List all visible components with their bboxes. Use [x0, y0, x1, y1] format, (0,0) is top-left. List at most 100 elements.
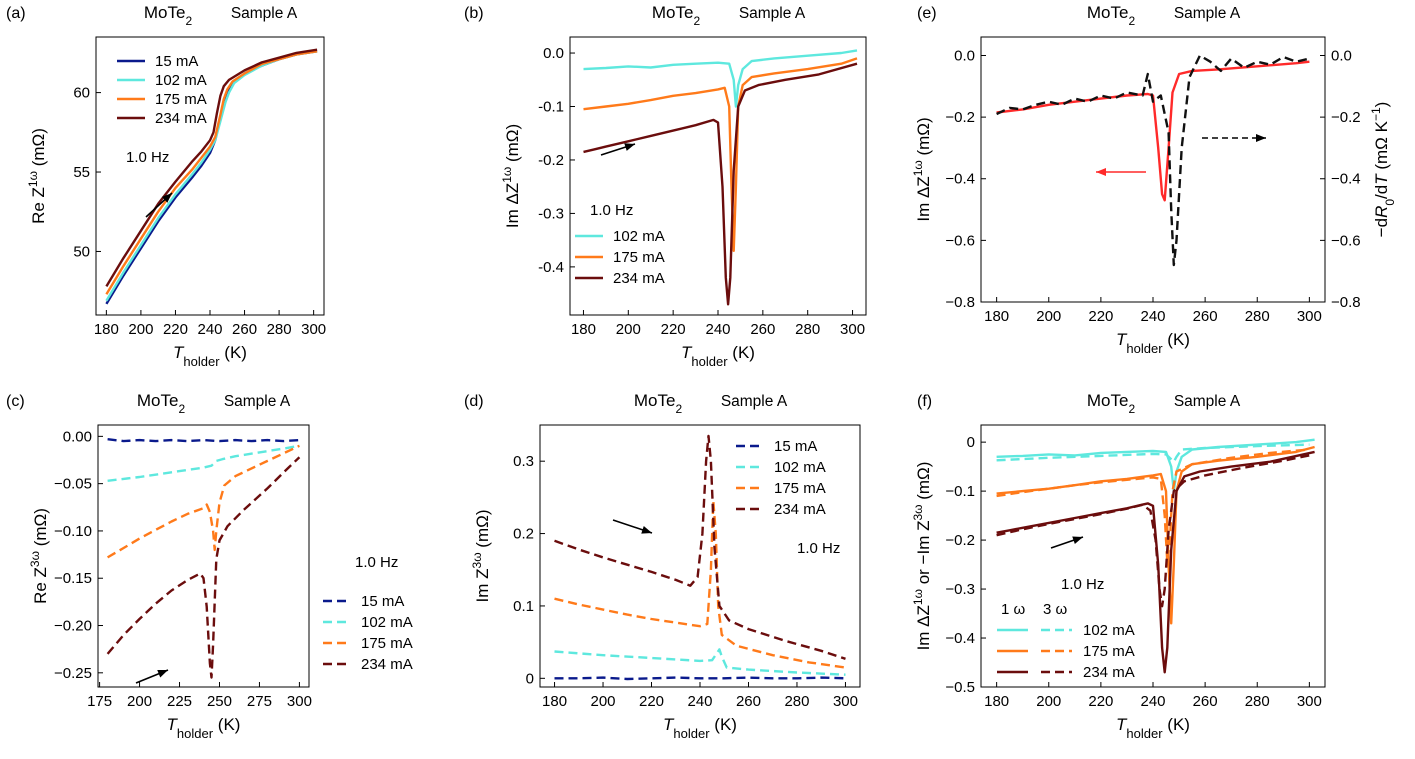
- y-right-tick-label: 0.0: [1331, 47, 1352, 64]
- x-tick-label: 200: [1036, 693, 1061, 710]
- arrow-head: [157, 670, 168, 678]
- y-axis-label: Im Z3ω (mΩ): [470, 510, 492, 603]
- legend-label: 102 mA: [1083, 622, 1135, 639]
- x-axis-label: Tholder (K): [1116, 330, 1190, 356]
- x-tick-label: 180: [984, 693, 1009, 710]
- series-line-2: [105, 50, 318, 295]
- series-group: [996, 438, 1315, 674]
- legend-label: 175 mA: [774, 480, 826, 497]
- panel-label: (b): [464, 5, 484, 22]
- series-line-1: [105, 50, 318, 302]
- x-tick-label: 225: [167, 693, 192, 710]
- x-tick-label: 220: [163, 321, 188, 338]
- x-tick-label: 220: [661, 321, 686, 338]
- y-tick-label: 55: [73, 164, 90, 181]
- y-tick-label: −0.6: [945, 232, 975, 249]
- y-tick-label: 60: [73, 85, 90, 102]
- y-tick-label: −0.05: [54, 476, 92, 493]
- x-tick-label: 240: [197, 321, 222, 338]
- x-tick-label: 300: [840, 321, 865, 338]
- y-tick-label: 0.1: [513, 598, 534, 615]
- series-group: [583, 49, 858, 306]
- legend-label: 175 mA: [155, 91, 207, 108]
- x-tick-label: 280: [795, 321, 820, 338]
- legend-label: 175 mA: [1083, 643, 1135, 660]
- series-group: [996, 54, 1310, 267]
- panel-title: MoTe2: [1087, 391, 1136, 416]
- arrow-head: [1256, 134, 1266, 142]
- y-tick-label: 0: [526, 670, 534, 687]
- y-tick-label: −0.15: [54, 570, 92, 587]
- x-tick-label: 240: [687, 693, 712, 710]
- panel-c: 175 200 225 250 275 300 0.00 −0.05 −0.10 −0.15 −0.…: [6, 391, 413, 741]
- x-tick-label: 300: [301, 321, 326, 338]
- panel-title: MoTe2: [634, 391, 683, 416]
- legend-label: 15 mA: [774, 438, 817, 455]
- legend-label: 15 mA: [155, 53, 198, 70]
- x-axis-label: Tholder (K): [663, 715, 737, 741]
- series-line-2: [554, 499, 846, 669]
- y-right-tick-label: −0.8: [1331, 294, 1361, 311]
- series-line-4: [996, 450, 1315, 674]
- series-line-3: [106, 456, 301, 679]
- plot-frame: [95, 36, 325, 316]
- y-tick-label: -0.3: [538, 205, 564, 222]
- frequency-annotation: 1.0 Hz: [1061, 576, 1104, 593]
- x-tick-label: 260: [1193, 308, 1218, 325]
- series-group: [105, 48, 318, 305]
- y-tick-label: −0.20: [54, 618, 92, 635]
- panel-label: (f): [917, 393, 932, 410]
- arrow-head: [1096, 168, 1106, 176]
- y-tick-label: −0.3: [945, 581, 975, 598]
- frequency-annotation: 1.0 Hz: [590, 202, 633, 219]
- series-line-5: [996, 454, 1310, 608]
- arrow-head: [624, 143, 635, 151]
- x-tick-label: 300: [833, 693, 858, 710]
- frequency-annotation: 1.0 Hz: [126, 149, 169, 166]
- y-tick-label: 0: [967, 434, 975, 451]
- x-axis-label: Tholder (K): [173, 343, 247, 369]
- x-tick-label: 275: [247, 693, 272, 710]
- x-tick-label: 180: [542, 693, 567, 710]
- y-axis-right-label: −dR0/dT (mΩ K−1): [1369, 102, 1397, 238]
- y-axis-label: Re Z1ω (mΩ): [26, 128, 48, 224]
- panel-title: MoTe2: [652, 3, 701, 28]
- y-tick-label: −0.5: [945, 679, 975, 696]
- x-tick-label: 240: [1140, 308, 1165, 325]
- legend-label: 234 mA: [155, 110, 207, 127]
- x-axis-label: Tholder (K): [167, 715, 241, 741]
- x-tick-label: 300: [1297, 308, 1322, 325]
- panel-label: (c): [6, 393, 25, 410]
- x-tick-label: 200: [128, 321, 153, 338]
- x-tick-label: 220: [1088, 693, 1113, 710]
- series-line-3: [996, 448, 1310, 564]
- panel-sample: Sample A: [1174, 393, 1241, 410]
- series-line-0: [107, 438, 300, 443]
- panel-title: MoTe2: [1087, 3, 1136, 28]
- x-tick-label: 180: [571, 321, 596, 338]
- x-tick-label: 180: [984, 308, 1009, 325]
- series-group: [554, 434, 846, 681]
- plot-frame: [97, 424, 310, 688]
- x-tick-label: 280: [1245, 693, 1270, 710]
- panel-d: 180 200 220 240 260 280 300 0 0.1 0.2 0.3 (d) MoTe2 S…: [464, 391, 861, 741]
- legend-label: 102 mA: [155, 72, 207, 89]
- x-tick-label: 260: [232, 321, 257, 338]
- x-tick-label: 200: [591, 693, 616, 710]
- y-tick-label: -0.1: [538, 99, 564, 116]
- y-tick-label: 0.00: [63, 428, 92, 445]
- x-tick-label: 180: [94, 321, 119, 338]
- panel-sample: Sample A: [231, 5, 298, 22]
- x-tick-label: 200: [616, 321, 641, 338]
- legend-label: 234 mA: [613, 270, 665, 287]
- y-tick-label: −0.4: [945, 630, 975, 647]
- y-tick-label: −0.2: [945, 109, 975, 126]
- series-line-2: [583, 62, 858, 306]
- x-axis-label: Tholder (K): [1116, 715, 1190, 741]
- y-tick-label: 50: [73, 243, 90, 260]
- series-line-0: [554, 676, 846, 681]
- x-tick-label: 260: [1193, 693, 1218, 710]
- series-line-1: [554, 648, 846, 676]
- y-tick-label: 0.3: [513, 453, 534, 470]
